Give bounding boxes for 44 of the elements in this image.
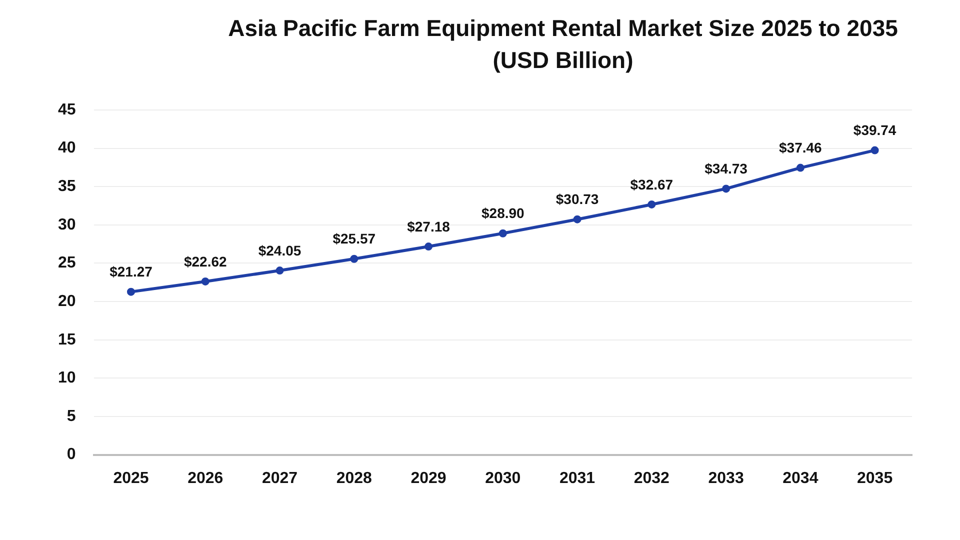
data-label: $30.73	[556, 191, 599, 208]
y-tick-label: 20	[58, 292, 76, 310]
point	[498, 229, 507, 238]
data-label: $39.74	[853, 122, 896, 138]
data-label: $34.73	[704, 160, 748, 177]
x-tick-label: 2034	[782, 470, 818, 487]
y-tick-label: 10	[58, 370, 76, 387]
x-tick-label: 2029	[410, 470, 446, 487]
data-label: $24.05	[258, 242, 302, 258]
y-tick-label: 15	[58, 331, 76, 348]
point	[201, 277, 210, 286]
x-tick-label: 2032	[634, 470, 670, 487]
point	[126, 288, 135, 296]
x-tick-label: 2030	[485, 470, 521, 487]
data-label: $22.62	[184, 253, 227, 270]
y-tick-label: 30	[58, 216, 76, 234]
y-tick-label: 40	[58, 140, 76, 157]
data-label: $21.27	[110, 264, 153, 280]
data-label: $25.57	[332, 230, 376, 247]
y-tick-label: 25	[58, 254, 76, 272]
x-tick-label: 2031	[559, 470, 596, 487]
point	[276, 266, 284, 275]
data-label: $32.67	[630, 176, 674, 192]
data-label: $37.46	[779, 140, 822, 156]
y-tick-label: 35	[58, 178, 76, 196]
point	[350, 254, 358, 263]
y-tick-label: 5	[66, 408, 76, 425]
x-tick-label: 2033	[708, 470, 744, 487]
data-label: $28.90	[481, 205, 525, 222]
point	[722, 184, 730, 193]
point	[870, 146, 879, 154]
y-tick-label: 45	[58, 101, 76, 118]
x-tick-label: 2028	[336, 470, 372, 487]
x-tick-label: 2025	[113, 470, 149, 487]
point	[796, 164, 804, 172]
point	[424, 242, 433, 251]
point	[648, 200, 656, 208]
chart-title: Asia Pacific Farm Equipment Rental Market Size 2025 to 2035 (USD Billion)	[227, 14, 899, 75]
x-tick-label: 2027	[262, 470, 298, 487]
x-tick-label: 2026	[188, 470, 224, 487]
x-tick-label: 2035	[857, 470, 893, 487]
y-tick-label: 0	[66, 446, 76, 464]
point	[573, 215, 582, 224]
data-label: $27.18	[407, 218, 450, 234]
